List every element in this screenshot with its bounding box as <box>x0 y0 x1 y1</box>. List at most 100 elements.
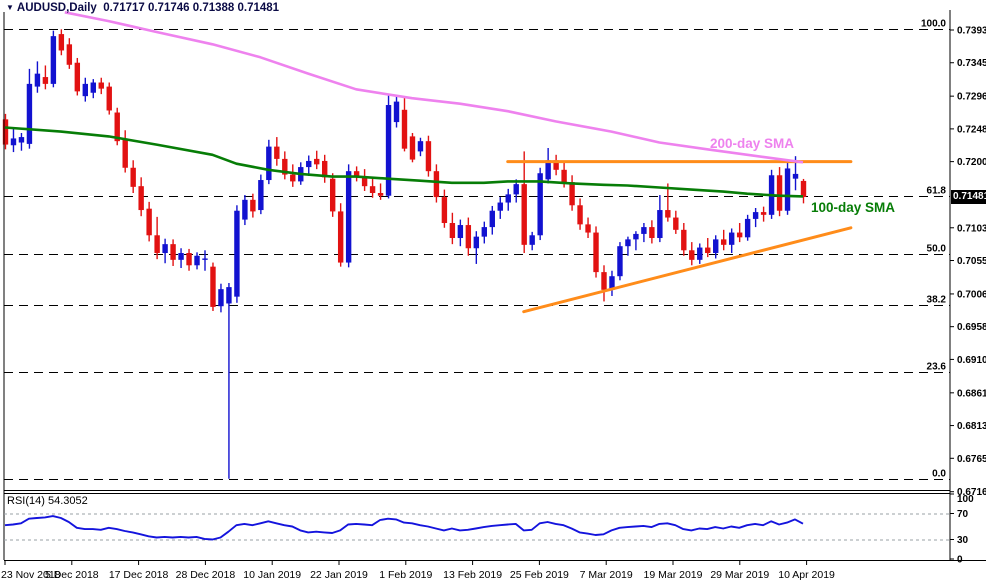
candle-body[interactable] <box>106 86 112 111</box>
candle-body[interactable] <box>58 34 65 51</box>
candle-body[interactable] <box>146 208 152 236</box>
candle-body[interactable] <box>665 210 671 218</box>
candle-body[interactable] <box>569 182 575 206</box>
candle-body[interactable] <box>697 247 703 260</box>
candle-body[interactable] <box>369 186 376 193</box>
ascending-support[interactable] <box>522 226 853 314</box>
candle-body[interactable] <box>234 210 240 297</box>
candle-body[interactable] <box>401 109 408 149</box>
candle-body[interactable] <box>210 266 216 307</box>
candle-body[interactable] <box>713 239 719 254</box>
candle-body[interactable] <box>274 146 280 159</box>
candle-body[interactable] <box>138 186 144 211</box>
candle-body[interactable] <box>353 171 360 178</box>
candle-body[interactable] <box>42 77 49 84</box>
candle-body[interactable] <box>154 235 160 254</box>
candle-body[interactable] <box>529 235 535 245</box>
candle-body[interactable] <box>609 276 615 290</box>
candle-body[interactable] <box>409 136 416 160</box>
candle-body[interactable] <box>82 83 88 97</box>
rsi-line[interactable] <box>4 515 804 541</box>
candle-body[interactable] <box>617 246 623 277</box>
candle-body[interactable] <box>473 236 480 249</box>
candle-body[interactable] <box>625 239 631 247</box>
candle-body[interactable] <box>306 160 312 168</box>
candle-body[interactable] <box>314 158 320 165</box>
candle-body[interactable] <box>122 139 128 168</box>
sma-200-line[interactable] <box>64 11 804 164</box>
candle-body[interactable] <box>10 138 17 146</box>
rsi-panel[interactable]: 100 70 30 0 <box>4 493 974 566</box>
candle-body[interactable] <box>377 192 384 196</box>
candle-body[interactable] <box>433 171 440 198</box>
trendlines[interactable] <box>506 160 853 314</box>
candle-body[interactable] <box>537 173 543 236</box>
candle-body[interactable] <box>521 184 527 245</box>
candle-body[interactable] <box>194 255 200 266</box>
candle-body[interactable] <box>114 112 120 142</box>
candle-body[interactable] <box>681 229 687 251</box>
candle-body[interactable] <box>50 36 57 84</box>
candle-body[interactable] <box>345 171 352 263</box>
candle-body[interactable] <box>649 227 655 239</box>
candle-body[interactable] <box>242 199 248 220</box>
candlesticks[interactable] <box>2 29 807 479</box>
candle-body[interactable] <box>130 167 136 187</box>
candle-body[interactable] <box>282 158 288 175</box>
candle-body[interactable] <box>705 247 711 254</box>
candle-body[interactable] <box>481 227 487 237</box>
candle-body[interactable] <box>585 224 591 233</box>
candle-body[interactable] <box>545 160 551 180</box>
candle-body[interactable] <box>66 44 73 65</box>
candle-body[interactable] <box>457 225 464 239</box>
candle-body[interactable] <box>178 253 184 260</box>
candle-body[interactable] <box>2 119 9 145</box>
candle-body[interactable] <box>417 141 424 152</box>
candle-body[interactable] <box>202 258 208 260</box>
candle-body[interactable] <box>393 101 400 123</box>
candle-body[interactable] <box>218 289 224 307</box>
candle-body[interactable] <box>18 137 25 143</box>
sma-100-line[interactable] <box>4 126 804 198</box>
candle-body[interactable] <box>784 168 791 211</box>
candle-body[interactable] <box>74 62 81 92</box>
candle-body[interactable] <box>657 210 663 239</box>
candle-body[interactable] <box>505 194 511 203</box>
candle-body[interactable] <box>250 199 256 212</box>
candle-body[interactable] <box>290 174 296 182</box>
candle-body[interactable] <box>752 212 759 219</box>
candle-body[interactable] <box>513 184 519 195</box>
candle-body[interactable] <box>162 244 168 254</box>
candle-body[interactable] <box>170 244 176 260</box>
candle-body[interactable] <box>728 232 735 245</box>
candle-body[interactable] <box>226 287 232 304</box>
candle-body[interactable] <box>266 146 272 181</box>
candle-body[interactable] <box>577 205 583 225</box>
candle-body[interactable] <box>561 169 567 183</box>
candle-body[interactable] <box>553 160 559 170</box>
candle-body[interactable] <box>449 223 456 239</box>
candle-body[interactable] <box>736 232 743 238</box>
candle-body[interactable] <box>633 233 639 240</box>
symbol-dropdown-arrow-icon[interactable]: ▼ <box>6 3 14 12</box>
candle-body[interactable] <box>441 197 448 224</box>
candle-body[interactable] <box>800 180 807 198</box>
candle-body[interactable] <box>258 180 264 211</box>
candle-body[interactable] <box>329 178 336 212</box>
candle-body[interactable] <box>489 210 495 228</box>
candle-body[interactable] <box>361 177 368 187</box>
candle-body[interactable] <box>601 272 607 290</box>
candle-body[interactable] <box>641 227 647 234</box>
candle-body[interactable] <box>90 82 96 93</box>
candle-body[interactable] <box>186 253 192 266</box>
candle-body[interactable] <box>497 202 503 211</box>
candle-body[interactable] <box>337 211 344 263</box>
candle-body[interactable] <box>425 141 432 172</box>
candle-body[interactable] <box>593 232 599 273</box>
candle-body[interactable] <box>385 105 392 196</box>
candle-body[interactable] <box>689 250 695 260</box>
candle-body[interactable] <box>744 218 751 238</box>
candle-body[interactable] <box>721 239 727 245</box>
